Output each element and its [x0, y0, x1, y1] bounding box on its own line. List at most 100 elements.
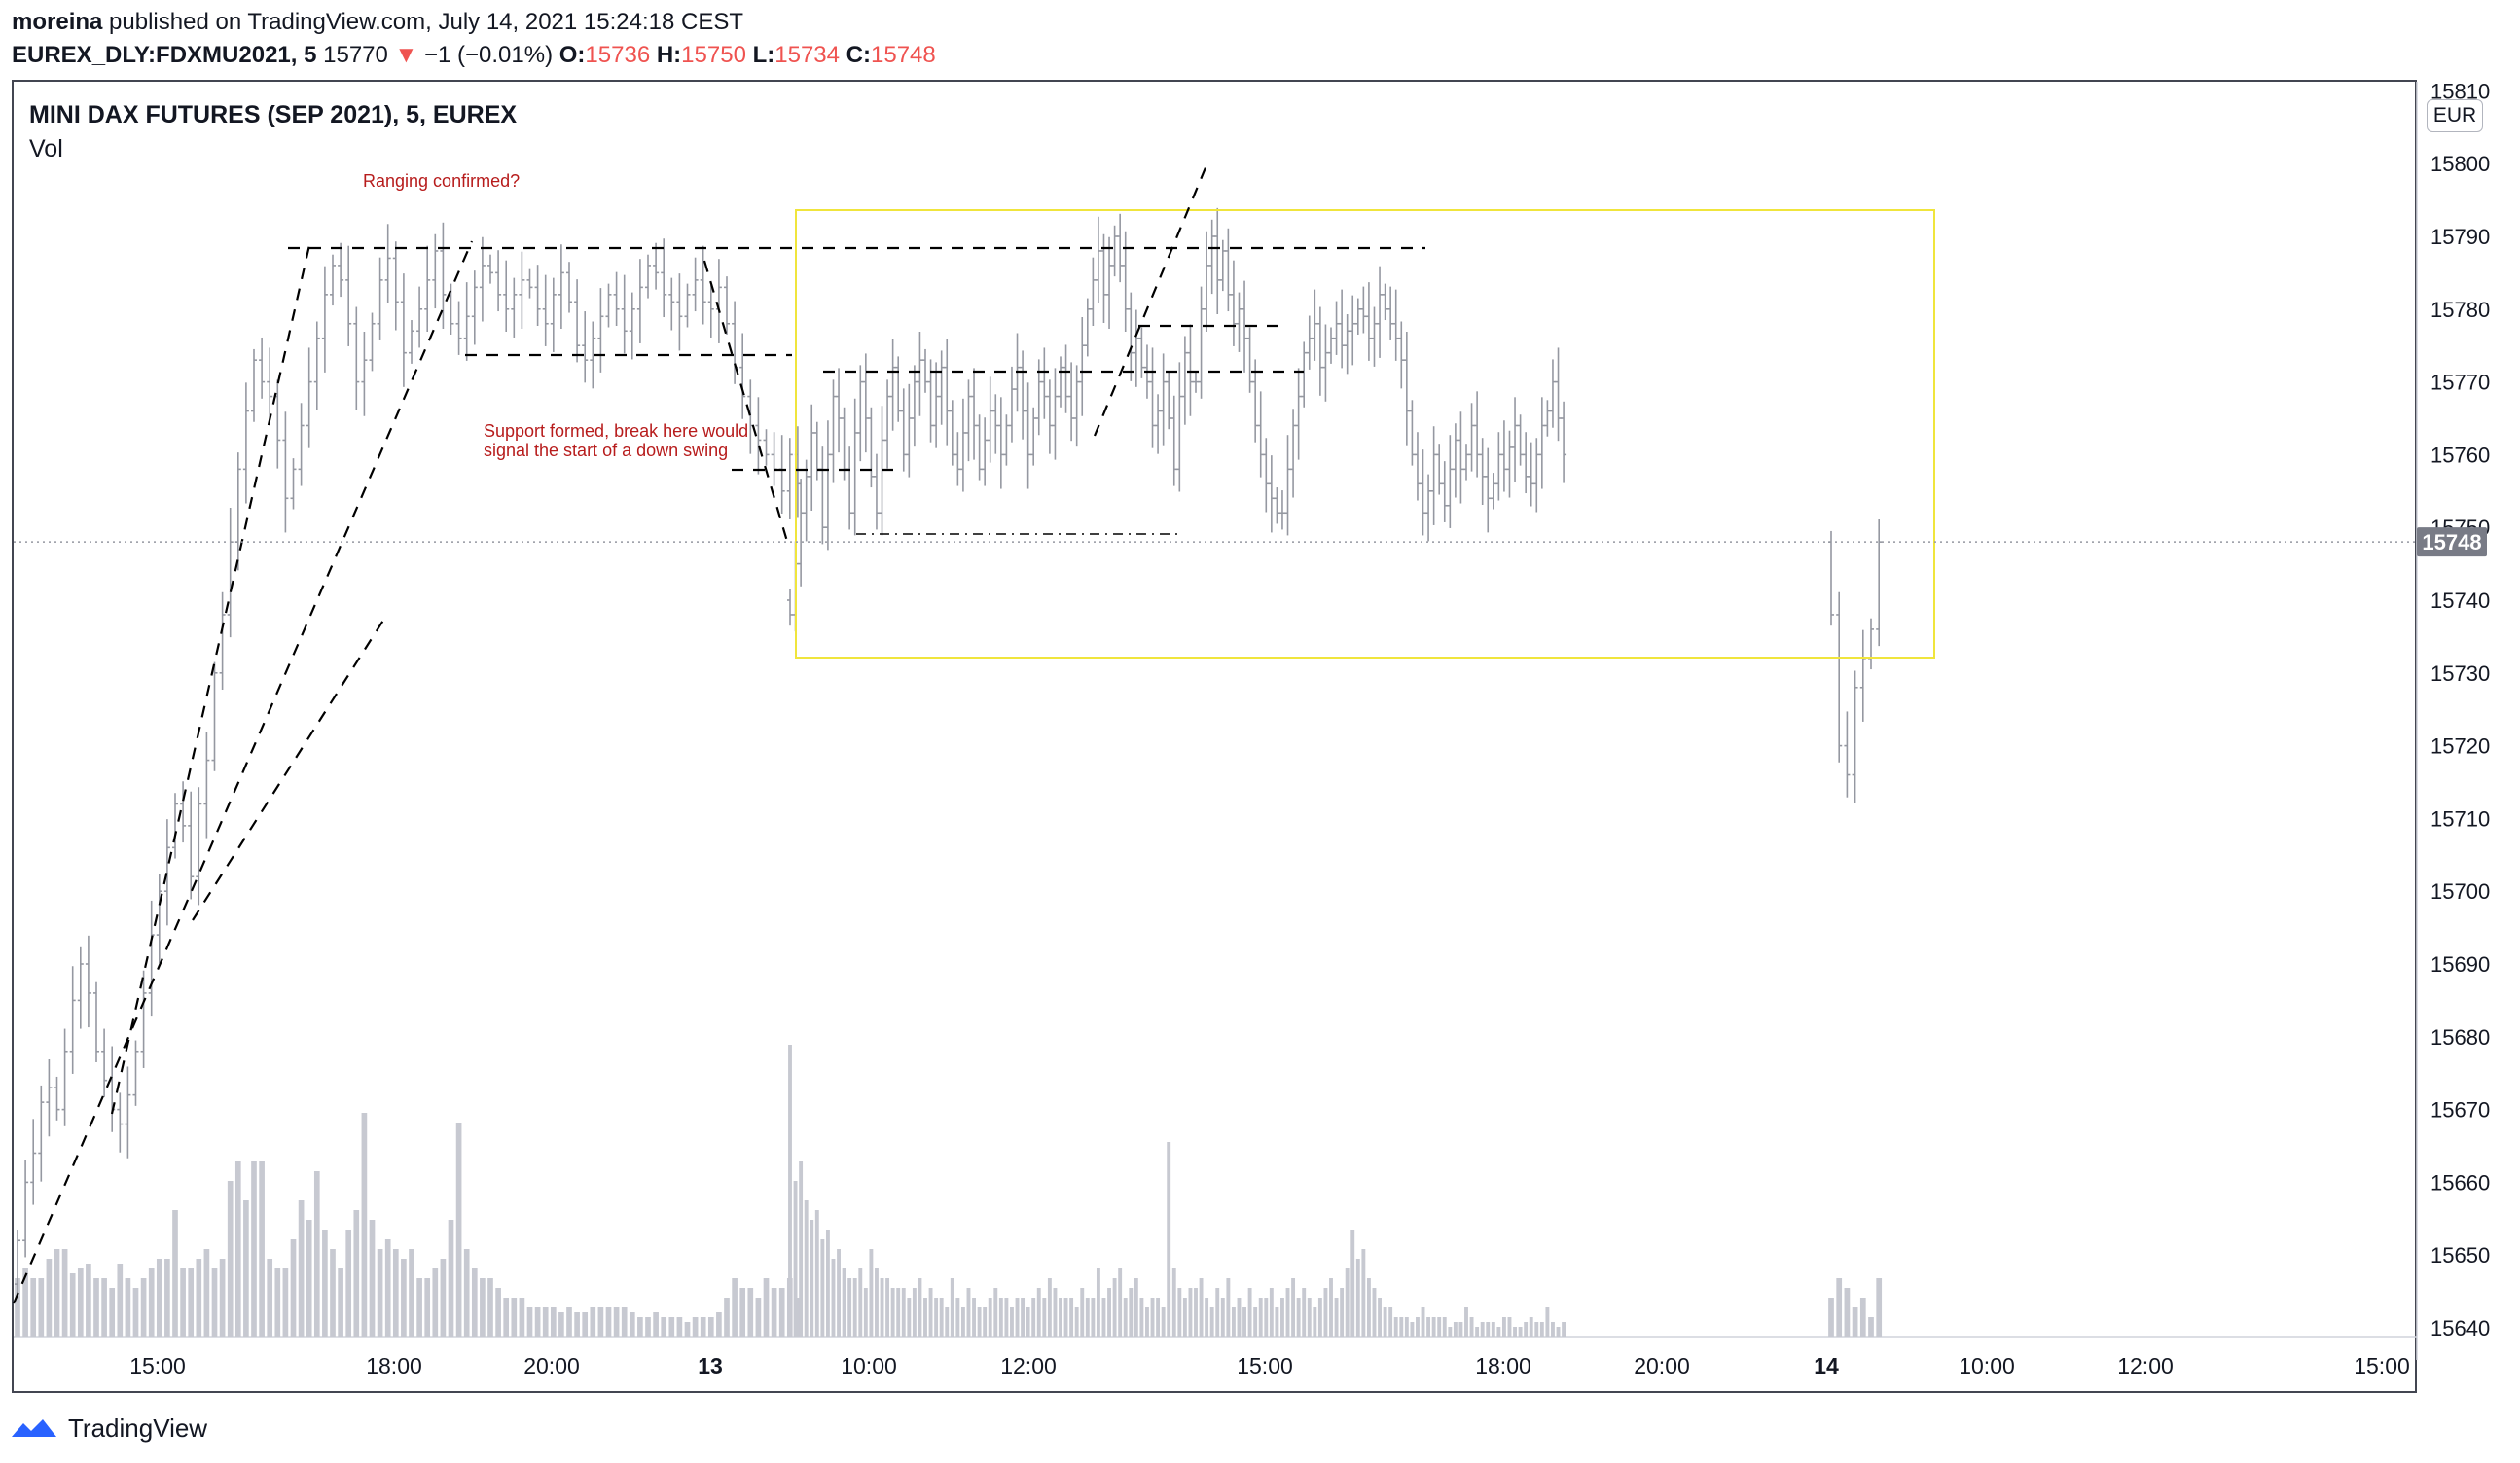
volume-bar: [732, 1278, 738, 1337]
ohlc-bar: [267, 347, 273, 419]
tradingview-wordmark: TradingView: [68, 1412, 208, 1443]
last-price-tag: 15748: [2417, 527, 2487, 557]
volume-bar: [1247, 1288, 1252, 1337]
ohlc-bar: [1844, 711, 1851, 798]
volume-bar: [983, 1307, 988, 1337]
volume-bar: [629, 1312, 635, 1337]
annotation-ranging[interactable]: Ranging confirmed?: [363, 171, 520, 191]
volume-bar: [1475, 1327, 1480, 1337]
ohlc-bar: [1828, 530, 1834, 626]
volume-bar: [519, 1298, 525, 1337]
volume-bar: [448, 1220, 454, 1337]
ohlc-bar: [1193, 371, 1199, 393]
volume-bar: [313, 1171, 320, 1337]
volume-bar: [1350, 1230, 1355, 1337]
volume-bar: [369, 1220, 376, 1337]
tradingview-brand[interactable]: TradingView: [10, 1409, 207, 1447]
volume-bar: [1556, 1327, 1561, 1337]
breakout-line[interactable]: [1093, 164, 1208, 437]
high-label: H:: [656, 42, 682, 68]
ohlc-bar: [1517, 414, 1524, 466]
annotation-support-line1[interactable]: Support formed, break here would: [484, 421, 748, 441]
ohlc-bar: [824, 420, 831, 551]
volume-bar: [831, 1259, 836, 1337]
ohlc-bar: [597, 288, 604, 373]
volume-label[interactable]: Vol: [29, 135, 63, 162]
open-label: O:: [558, 42, 586, 68]
volume-bar: [1442, 1317, 1447, 1337]
ohlc-bar: [384, 224, 391, 303]
drop-line[interactable]: [702, 260, 790, 546]
volume-bar: [950, 1278, 954, 1337]
volume-bar: [46, 1259, 53, 1337]
ohlc-bar: [1403, 331, 1410, 446]
time-tick-label: 20:00: [1634, 1353, 1690, 1378]
ohlc-bar: [707, 285, 714, 338]
volume-bar: [880, 1278, 884, 1337]
symbol-name[interactable]: EUREX_DLY:FDXMU2021, 5: [12, 42, 317, 68]
volume-bars: [15, 1045, 1883, 1337]
volume-bar: [322, 1230, 328, 1337]
ohlc-bar: [290, 458, 297, 510]
ohlc-bar: [798, 479, 805, 587]
ohlc-bar: [906, 383, 913, 478]
ohlc-bar: [1263, 438, 1270, 513]
ohlc-bar: [1149, 347, 1156, 448]
volume-bar: [463, 1249, 470, 1337]
time-tick-label: 10:00: [841, 1353, 897, 1378]
volume-bar: [306, 1220, 312, 1337]
ohlc-bar: [566, 262, 572, 313]
volume-bar: [1199, 1278, 1204, 1337]
volume-bar: [86, 1264, 91, 1337]
volume-bar: [1047, 1278, 1052, 1337]
ohlc-bar: [629, 292, 635, 360]
volume-bar: [1323, 1288, 1328, 1337]
ohlc-bar: [330, 254, 336, 306]
ohlc-bar: [1490, 473, 1496, 510]
ohlc-bar: [1312, 289, 1318, 361]
trend-line-1[interactable]: [12, 240, 474, 1304]
high-value: 15750: [681, 42, 746, 68]
ohlc-bar: [933, 362, 940, 448]
volume-bar: [424, 1278, 431, 1337]
volume-bar: [1426, 1317, 1431, 1337]
trend-line-3[interactable]: [192, 618, 385, 921]
ohlc-bar: [140, 970, 147, 1068]
volume-bar: [30, 1278, 37, 1337]
ohlc-bar: [1344, 314, 1350, 375]
publisher-name[interactable]: moreina: [12, 9, 103, 35]
ohlc-bar: [747, 379, 754, 454]
price-axis[interactable]: 15640 15650 15660 15670 15680 15690 15700 15710…: [2430, 79, 2490, 1340]
volume-bar: [869, 1249, 874, 1337]
volume-bar: [852, 1278, 857, 1337]
ohlc-bar: [613, 271, 620, 327]
time-axis[interactable]: 15:00 18:00 20:00 13 10:00 12:00 15:00 18:00 20:…: [129, 1353, 2410, 1378]
ohlc-bar: [1170, 395, 1177, 486]
volume-bar: [1378, 1298, 1382, 1337]
volume-bar: [613, 1307, 620, 1337]
ohlc-bar: [884, 379, 891, 469]
annotation-support-line2[interactable]: signal the start of a down swing: [484, 441, 728, 460]
volume-bar: [621, 1307, 628, 1337]
volume-bar: [227, 1181, 234, 1337]
volume-bar: [101, 1278, 107, 1337]
volume-bar: [566, 1307, 572, 1337]
ohlc-bar: [873, 453, 880, 530]
volume-bar: [1416, 1317, 1420, 1337]
ohlc-bar: [605, 283, 612, 328]
chart-title[interactable]: MINI DAX FUTURES (SEP 2021), 5, EUREX: [29, 101, 518, 128]
ohlc-bar: [125, 1066, 131, 1159]
ohlc-bar: [1316, 306, 1323, 396]
ohlc-bar: [1204, 231, 1210, 332]
ohlc-bar: [1274, 487, 1280, 524]
trend-line-2[interactable]: [110, 244, 311, 1115]
volume-bar: [1258, 1298, 1263, 1337]
volume-bar: [1101, 1298, 1106, 1337]
currency-badge[interactable]: EUR: [2427, 99, 2483, 132]
ohlc-bar: [1392, 289, 1399, 361]
range-box[interactable]: [795, 209, 1935, 659]
close-value: 15748: [871, 42, 936, 68]
price-tick-label: 15660: [2430, 1170, 2490, 1195]
ohlc-bar: [148, 900, 155, 1017]
